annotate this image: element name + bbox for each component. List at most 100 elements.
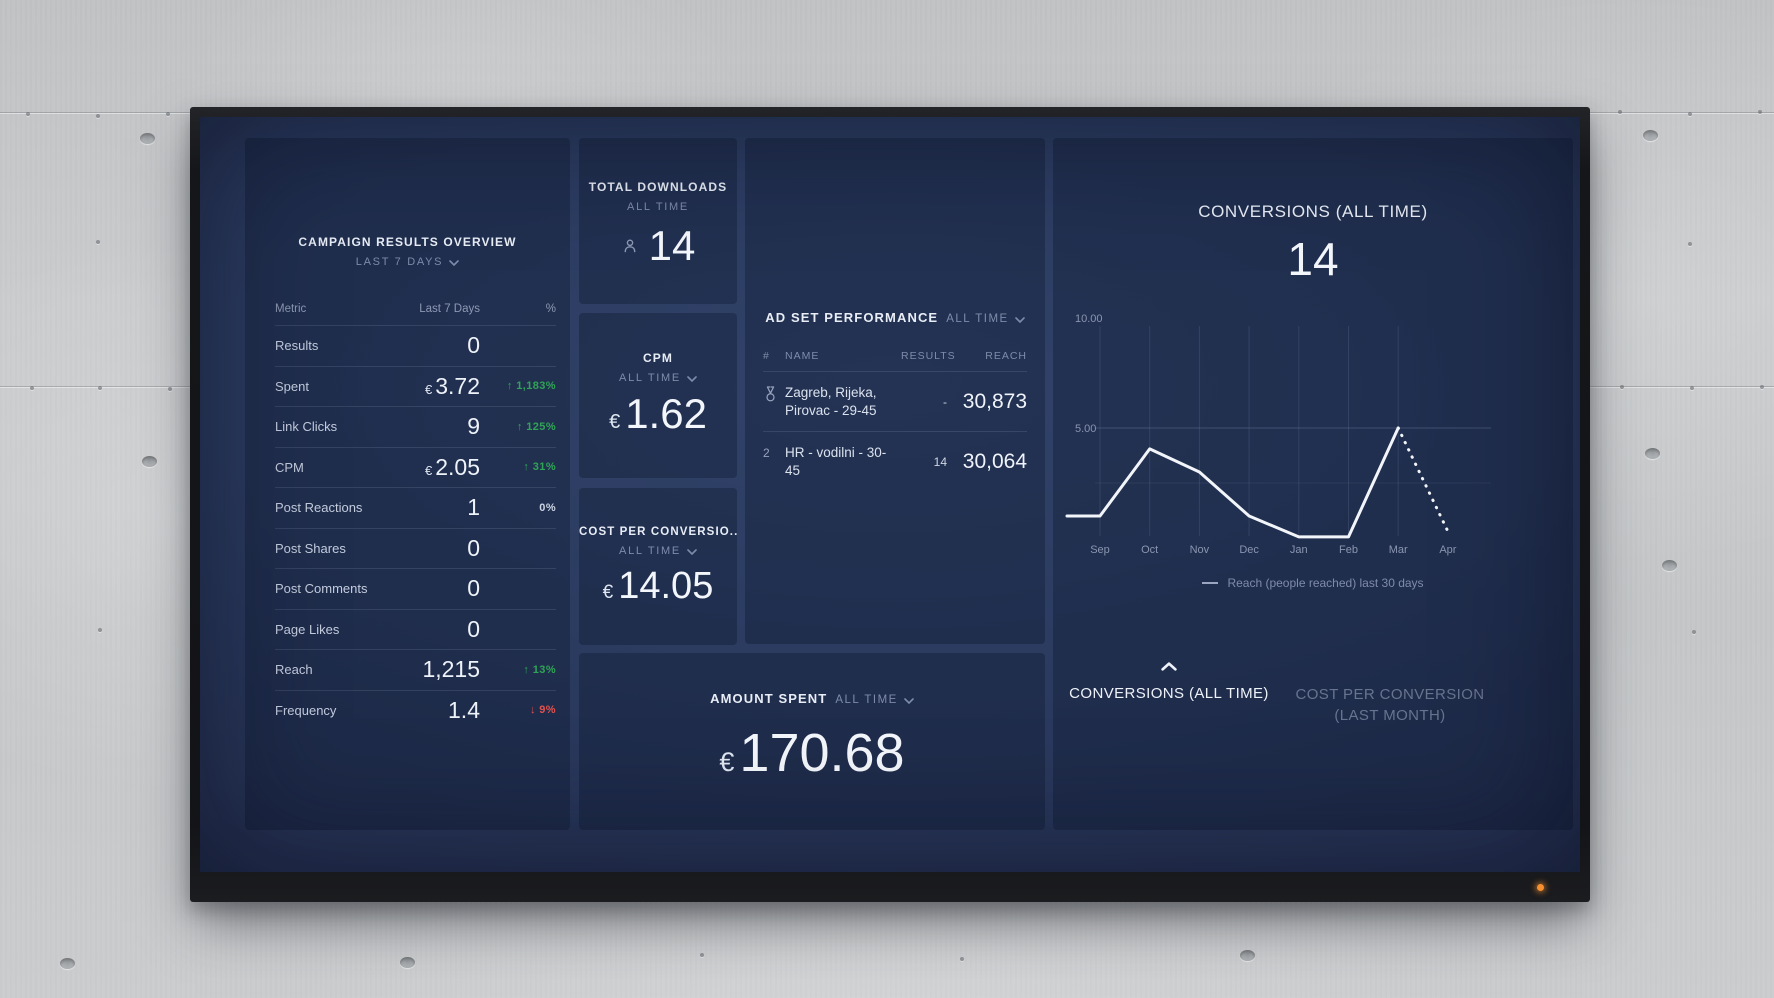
wall-dot — [30, 386, 34, 390]
cost-per-conversion-range-selector[interactable]: ALL TIME — [579, 545, 737, 557]
ad-set-range-selector[interactable]: ALL TIME — [946, 313, 1025, 325]
campaign-table-body: Results 0 Spent €3.72 ↑ 1,183% Link Clicks 9 ↑ … — [275, 325, 556, 730]
campaign-range-selector[interactable]: LAST 7 DAYS — [245, 256, 570, 268]
metric-label: Results — [275, 338, 319, 354]
adset-table-header: # NAME RESULTS REACH — [763, 341, 1027, 371]
metric-label: Post Comments — [275, 581, 368, 597]
wall-dot — [1618, 110, 1622, 114]
adset-results: 14 — [933, 454, 947, 469]
cpm-card: CPM ALL TIME € 1.62 — [579, 313, 737, 478]
total-downloads-range-label: ALL TIME — [627, 201, 689, 213]
wall-dot — [98, 386, 102, 390]
wall-dot — [98, 628, 102, 632]
chevron-up-icon — [1161, 658, 1177, 675]
metric-value: €3.72 — [425, 372, 480, 399]
chevron-down-icon — [687, 375, 697, 382]
metric-label: Page Likes — [275, 621, 340, 637]
cost-per-conversion-card: COST PER CONVERSIO.. ALL TIME € 14.05 — [579, 488, 737, 645]
metric-change: 0% — [539, 501, 556, 514]
conversions-title: CONVERSIONS (ALL TIME) — [1198, 202, 1428, 221]
total-downloads-value: 14 — [648, 222, 696, 269]
tab-conversions-all-time[interactable]: CONVERSIONS (ALL TIME) — [1053, 658, 1285, 702]
legend-label: Reach (people reached) last 30 days — [1227, 576, 1424, 590]
wall-hole — [140, 133, 155, 144]
svg-text:Sep: Sep — [1090, 544, 1110, 556]
metric-label: Post Shares — [275, 540, 346, 556]
conversions-card: CONVERSIONS (ALL TIME) 14 10.00 5.00 Sep Oc… — [1053, 138, 1573, 830]
cost-per-conversion-range-label: ALL TIME — [619, 545, 681, 557]
metric-label: Spent — [275, 378, 309, 394]
wall-hole — [1645, 448, 1660, 459]
metric-label: Reach — [275, 662, 313, 678]
wall-dot — [1688, 112, 1692, 116]
campaign-results-card: CAMPAIGN RESULTS OVERVIEW LAST 7 DAYS Me… — [245, 138, 570, 830]
wall-dot — [1760, 385, 1764, 389]
wall-hole — [60, 958, 75, 969]
adset-table-body: Zagreb, Rijeka, Pirovac - 29-45 -30,873 2 H… — [763, 371, 1027, 491]
tab-cost-per-conversion[interactable]: COST PER CONVERSION (LAST MONTH) — [1285, 684, 1495, 727]
conversions-value: 14 — [1287, 233, 1339, 285]
wall-dot — [1758, 110, 1762, 114]
campaign-table-row: Spent €3.72 ↑ 1,183% — [275, 365, 556, 407]
medal-icon — [763, 386, 785, 406]
campaign-table: Metric Last 7 Days % Results 0 Spent €3.72 ↑… — [275, 292, 556, 730]
svg-text:Dec: Dec — [1239, 544, 1259, 556]
metric-change: ↑ 125% — [516, 420, 556, 433]
wall-hole — [1240, 950, 1255, 961]
campaign-card-title: CAMPAIGN RESULTS OVERVIEW — [298, 235, 517, 249]
wall-dot — [166, 112, 170, 116]
metric-value: 1.4 — [448, 696, 480, 723]
cost-per-conversion-value: 14.05 — [618, 565, 714, 607]
campaign-table-row: Link Clicks 9 ↑ 125% — [275, 406, 556, 447]
conversions-chart: 10.00 5.00 Sep Oct Nov Dec Jan Feb Mar Apr — [1065, 313, 1491, 556]
column-percent: % — [545, 302, 556, 315]
wall-dot — [96, 114, 100, 118]
svg-text:Nov: Nov — [1190, 544, 1210, 556]
tab-conversions-label: CONVERSIONS (ALL TIME) — [1069, 685, 1269, 702]
tab-cost-per-conversion-label: COST PER CONVERSION (LAST MONTH) — [1295, 686, 1485, 725]
campaign-table-row: Results 0 — [275, 325, 556, 366]
metric-change: ↑ 31% — [523, 461, 556, 474]
total-downloads-card: TOTAL DOWNLOADS ALL TIME 14 — [579, 138, 737, 304]
cpm-value: 1.62 — [625, 390, 707, 437]
wall-hole — [1662, 560, 1677, 571]
cpm-currency: € — [609, 411, 621, 433]
column-reach: REACH — [985, 350, 1027, 362]
metric-change: ↑ 1,183% — [506, 380, 556, 393]
wall-dot — [1692, 630, 1696, 634]
wall-hole — [1643, 130, 1658, 141]
currency-symbol: € — [425, 462, 433, 478]
metric-value: 9 — [467, 413, 480, 440]
amount-spent-card: AMOUNT SPENT ALL TIME € 170.68 — [579, 653, 1045, 830]
metric-change: ↑ 13% — [523, 663, 556, 676]
wall-dot — [960, 957, 964, 961]
metric-change: ↓ 9% — [529, 704, 556, 717]
chevron-down-icon — [687, 548, 697, 555]
metric-value: 1,215 — [422, 656, 480, 683]
metric-value: 0 — [467, 575, 480, 602]
metric-value: 0 — [467, 332, 480, 359]
rank-number: 2 — [763, 446, 770, 461]
amount-spent-range-selector[interactable]: ALL TIME — [835, 694, 914, 706]
ad-set-performance-title: AD SET PERFORMANCE — [765, 310, 939, 325]
metric-value: 0 — [467, 615, 480, 642]
wall-dot — [700, 953, 704, 957]
metric-value: 0 — [467, 534, 480, 561]
chart-legend: Reach (people reached) last 30 days — [1053, 576, 1573, 590]
cpm-range-selector[interactable]: ALL TIME — [579, 372, 737, 384]
adset-table-row: Zagreb, Rijeka, Pirovac - 29-45 -30,873 — [763, 371, 1027, 431]
amount-spent-value: 170.68 — [739, 723, 905, 783]
amount-spent-title: AMOUNT SPENT — [710, 691, 828, 706]
adset-name: HR - vodilni - 30-45 — [785, 445, 887, 478]
dashboard-screen: CAMPAIGN RESULTS OVERVIEW LAST 7 DAYS Me… — [200, 117, 1580, 872]
adset-reach: 30,064 — [962, 449, 1027, 473]
wall-dot — [96, 240, 100, 244]
cost-per-conversion-currency: € — [602, 582, 614, 603]
campaign-table-row: Frequency 1.4 ↓ 9% — [275, 689, 556, 731]
wall-dot — [1620, 385, 1624, 389]
metric-label: Frequency — [275, 702, 337, 718]
column-name: NAME — [785, 350, 820, 362]
adset-reach: 30,873 — [962, 389, 1027, 413]
cpm-title: CPM — [643, 351, 673, 365]
svg-text:Oct: Oct — [1141, 544, 1158, 556]
